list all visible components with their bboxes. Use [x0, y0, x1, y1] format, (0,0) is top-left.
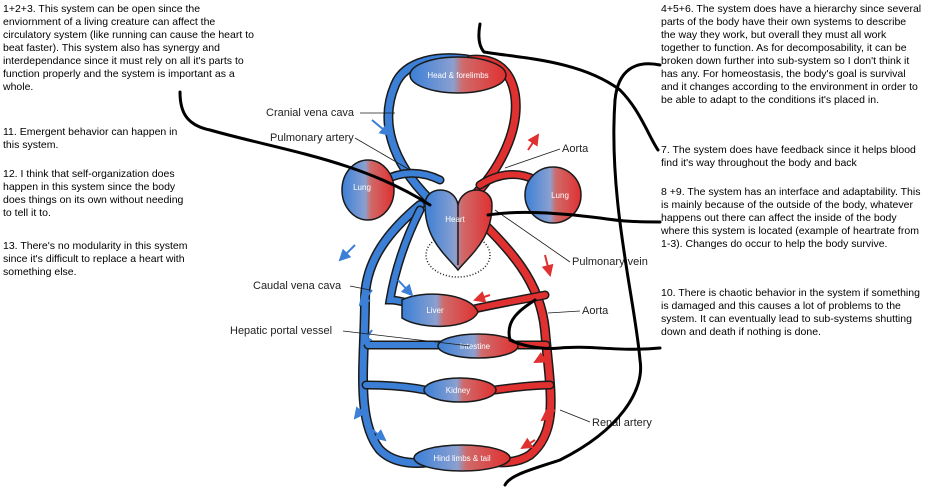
label-pulmonary-artery: Pulmonary artery: [270, 132, 354, 144]
organ-lung-right: Lung: [524, 166, 582, 224]
organ-hind-label: Hind limbs & tail: [433, 454, 491, 463]
organ-kidney: Kidney: [423, 377, 497, 403]
organ-lung-right-label: Lung: [551, 191, 569, 200]
label-hepatic-portal-vessel: Hepatic portal vessel: [230, 325, 332, 337]
label-aorta-top: Aorta: [562, 143, 589, 155]
note-11: 11. Emergent behavior can happen in this…: [3, 126, 178, 151]
organ-intestine-label: Intestine: [460, 342, 491, 351]
organ-liver-label: Liver: [426, 306, 444, 315]
organ-heart-label: Heart: [445, 215, 465, 224]
annotation-line-interface: [486, 210, 662, 224]
note-4-5-6: 4+5+6. The system does have a hierarchy …: [661, 3, 922, 106]
organ-intestine: Intestine: [437, 333, 519, 359]
note-8-9: 8 +9. The system has an interface and ad…: [661, 186, 921, 250]
label-cranial-vena-cava: Cranial vena cava: [266, 107, 355, 119]
label-pulmonary-vein: Pulmonary vein: [572, 256, 648, 268]
note-12: 12. I think that self-organization does …: [3, 168, 184, 219]
label-aorta-bottom: Aorta: [582, 305, 609, 317]
organ-hind: Hind limbs & tail: [413, 444, 511, 472]
organ-lung-left: Lung: [341, 159, 395, 221]
organ-head-label: Head & forelimbs: [427, 71, 488, 80]
organ-liver: Liver: [401, 293, 479, 328]
label-renal-artery: Renal artery: [592, 417, 652, 429]
annotation-line-chaotic: [507, 298, 662, 351]
annotation-line-feedback: [503, 62, 662, 487]
label-leaders: [342, 112, 591, 423]
note-7: 7. The system does have feedback since i…: [661, 144, 916, 169]
annotation-line-left-notes: [178, 90, 432, 207]
organ-lung-left-label: Lung: [353, 183, 371, 192]
note-13: 13. There's no modularity in this system…: [3, 240, 188, 278]
organ-heart: Heart: [424, 189, 493, 278]
note-1-2-3: 1+2+3. This system can be open since the…: [3, 3, 254, 93]
flow-arrows: [338, 119, 556, 450]
organ-kidney-label: Kidney: [446, 386, 470, 395]
annotation-line-top-right: [477, 22, 660, 152]
organ-head: Head & forelimbs: [409, 56, 507, 94]
note-10: 10. There is chaotic behavior in the sys…: [661, 287, 920, 338]
annotation-lines: [178, 22, 662, 487]
label-caudal-vena-cava: Caudal vena cava: [253, 280, 342, 292]
